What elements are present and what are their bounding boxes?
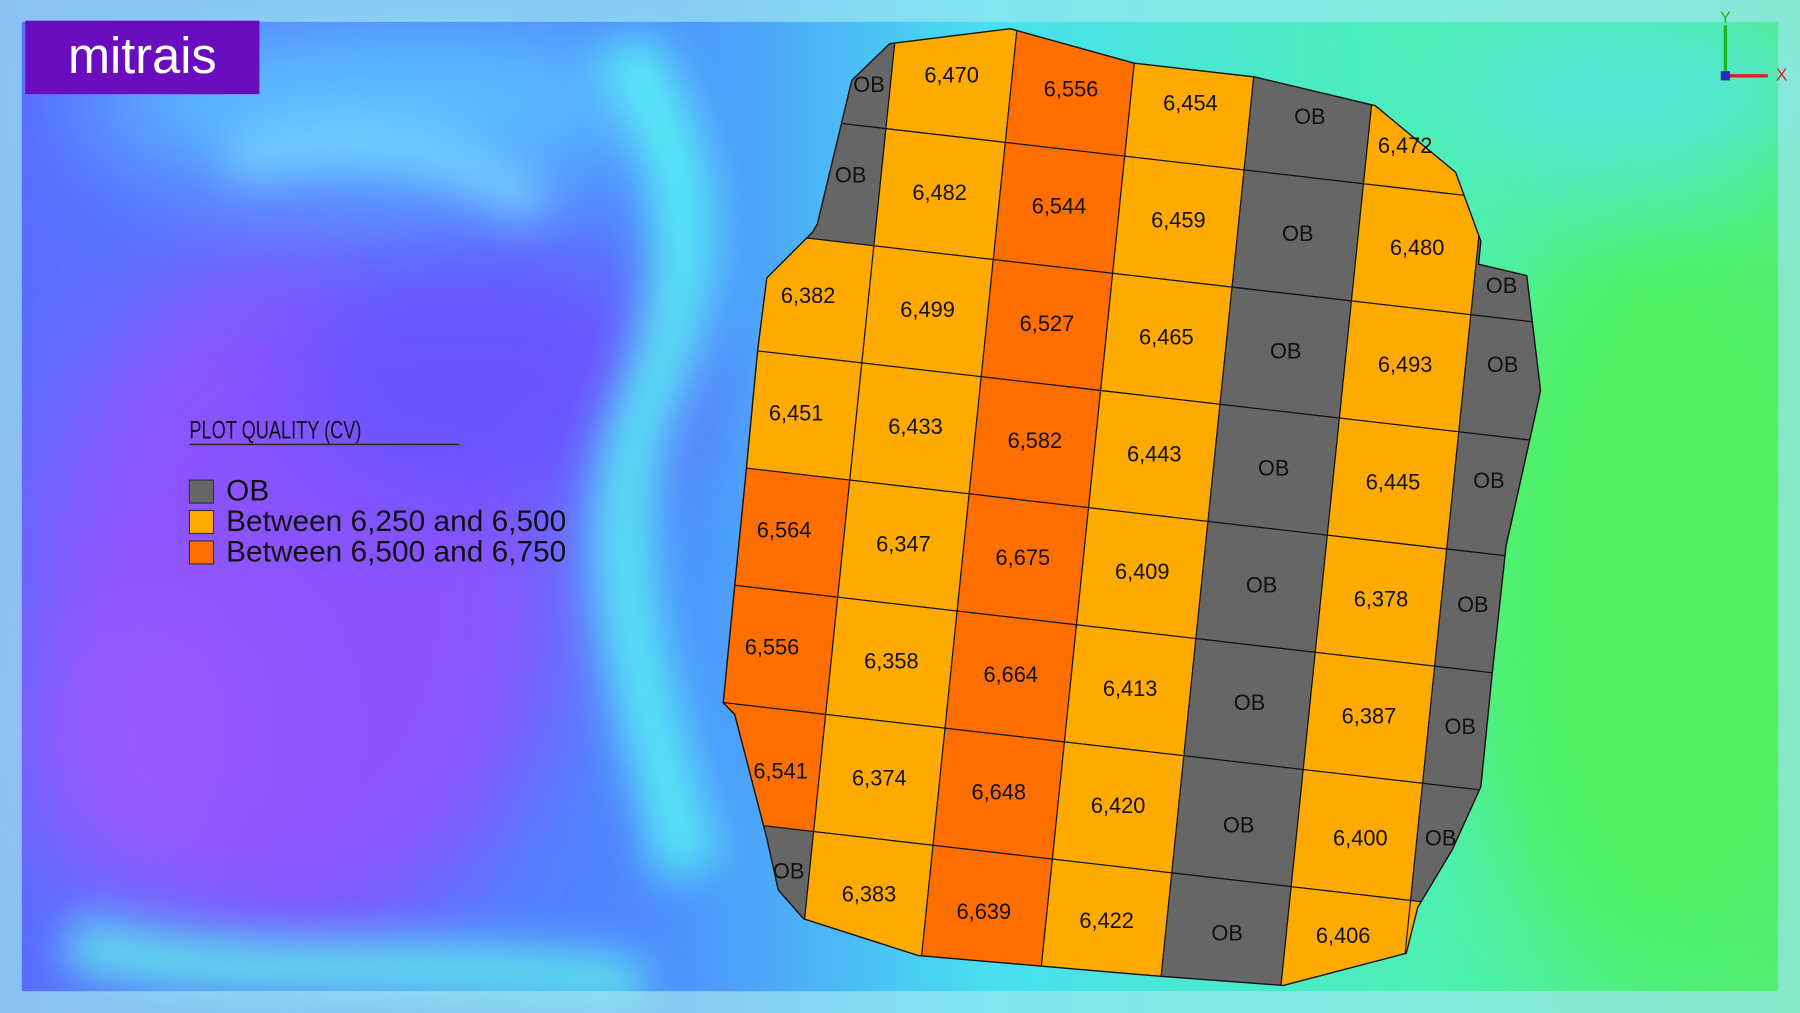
cell-label: OB [1211, 921, 1242, 946]
cell-label: 6,400 [1333, 825, 1388, 850]
cell-label: 6,541 [753, 759, 808, 784]
terrain-shading [22, 0, 1800, 977]
legend-label: OB [226, 475, 269, 508]
cell-label: 6,406 [1316, 923, 1371, 948]
legend-title: PLOT QUALITY (CV) [189, 416, 361, 445]
cell-label: 6,556 [1044, 76, 1099, 101]
cell-label: 6,422 [1079, 908, 1134, 933]
cell-label: 6,482 [912, 180, 967, 205]
cell-label: OB [1270, 338, 1301, 363]
logo: mitrais [68, 27, 217, 84]
cell-label: OB [1223, 813, 1254, 838]
cell-label: OB [1246, 573, 1277, 598]
plot-cell [1159, 872, 1292, 986]
cell-label: 6,544 [1032, 194, 1087, 219]
cell-label: 6,664 [984, 662, 1039, 687]
cell-label: 6,378 [1354, 586, 1409, 611]
legend-swatch [188, 509, 215, 535]
legend-label: Between 6,500 and 6,750 [226, 535, 566, 568]
cell-label: 6,347 [876, 531, 931, 556]
cell-label: 6,374 [852, 766, 907, 791]
cell-label: 6,413 [1103, 676, 1158, 701]
plot-area: OB OB 6,382 6,451 6,564 6,556 6,541 OB 6,470 6,48… [722, 28, 1542, 987]
plot-cell [1458, 314, 1541, 447]
cell-label: OB [1425, 825, 1456, 850]
y-axis-label: Y [1720, 9, 1731, 27]
cell-label: 6,433 [888, 414, 943, 439]
cell-label: 6,451 [769, 400, 824, 425]
cell-label: OB [1294, 104, 1325, 129]
cell-label: OB [835, 163, 866, 188]
plot-labels: OB OB 6,382 6,451 6,564 6,556 6,541 OB 6,470 6,48… [745, 63, 1519, 948]
cell-label: 6,480 [1390, 235, 1445, 260]
legend-swatch [188, 479, 215, 504]
cell-label: 6,383 [842, 882, 897, 907]
cell-label: 6,454 [1163, 90, 1218, 115]
plot-cells [723, 28, 1541, 986]
cell-label: 6,358 [864, 648, 919, 673]
cell-label: 6,382 [781, 283, 836, 308]
cell-label: 6,445 [1366, 469, 1421, 494]
cell-label: OB [773, 859, 804, 884]
cell-label: 6,675 [996, 545, 1051, 570]
cell-label: 6,459 [1151, 207, 1206, 232]
x-axis-label: X [1776, 64, 1788, 84]
terrain-streaks [61, 28, 720, 1013]
cell-label: 6,472 [1378, 133, 1433, 158]
z-axis-marker [1720, 71, 1730, 81]
cell-label: 6,387 [1342, 704, 1397, 729]
cell-label: OB [1473, 468, 1504, 493]
cell-label: 6,564 [757, 518, 812, 543]
cell-label: 6,470 [924, 63, 979, 88]
cell-label: OB [1486, 273, 1517, 298]
cell-label: 6,420 [1091, 793, 1146, 818]
cell-label: 6,465 [1139, 325, 1194, 350]
cell-label: 6,639 [957, 899, 1012, 924]
cell-label: 6,499 [900, 297, 955, 322]
cell-label: OB [1234, 690, 1265, 715]
plot-cell [1039, 858, 1173, 986]
cell-label: 6,648 [971, 779, 1026, 804]
logo-box [25, 20, 260, 95]
cell-label: OB [1444, 714, 1475, 739]
cell-label: OB [1457, 592, 1488, 617]
cell-label: OB [1487, 352, 1518, 377]
legend-label: Between 6,250 and 6,500 [226, 505, 566, 538]
cell-label: 6,556 [745, 635, 800, 660]
cell-label: OB [1258, 456, 1289, 481]
cell-label: 6,443 [1127, 442, 1182, 467]
axis-indicator: Y X [1720, 9, 1788, 85]
cell-label: 6,409 [1115, 559, 1170, 584]
cell-label: 6,582 [1008, 428, 1063, 453]
cell-label: OB [853, 72, 884, 97]
legend-swatch [188, 540, 215, 565]
plot-outline [722, 28, 1542, 987]
cell-label: OB [1282, 221, 1313, 246]
cell-label: 6,527 [1020, 311, 1075, 336]
cell-label: 6,493 [1378, 352, 1433, 377]
